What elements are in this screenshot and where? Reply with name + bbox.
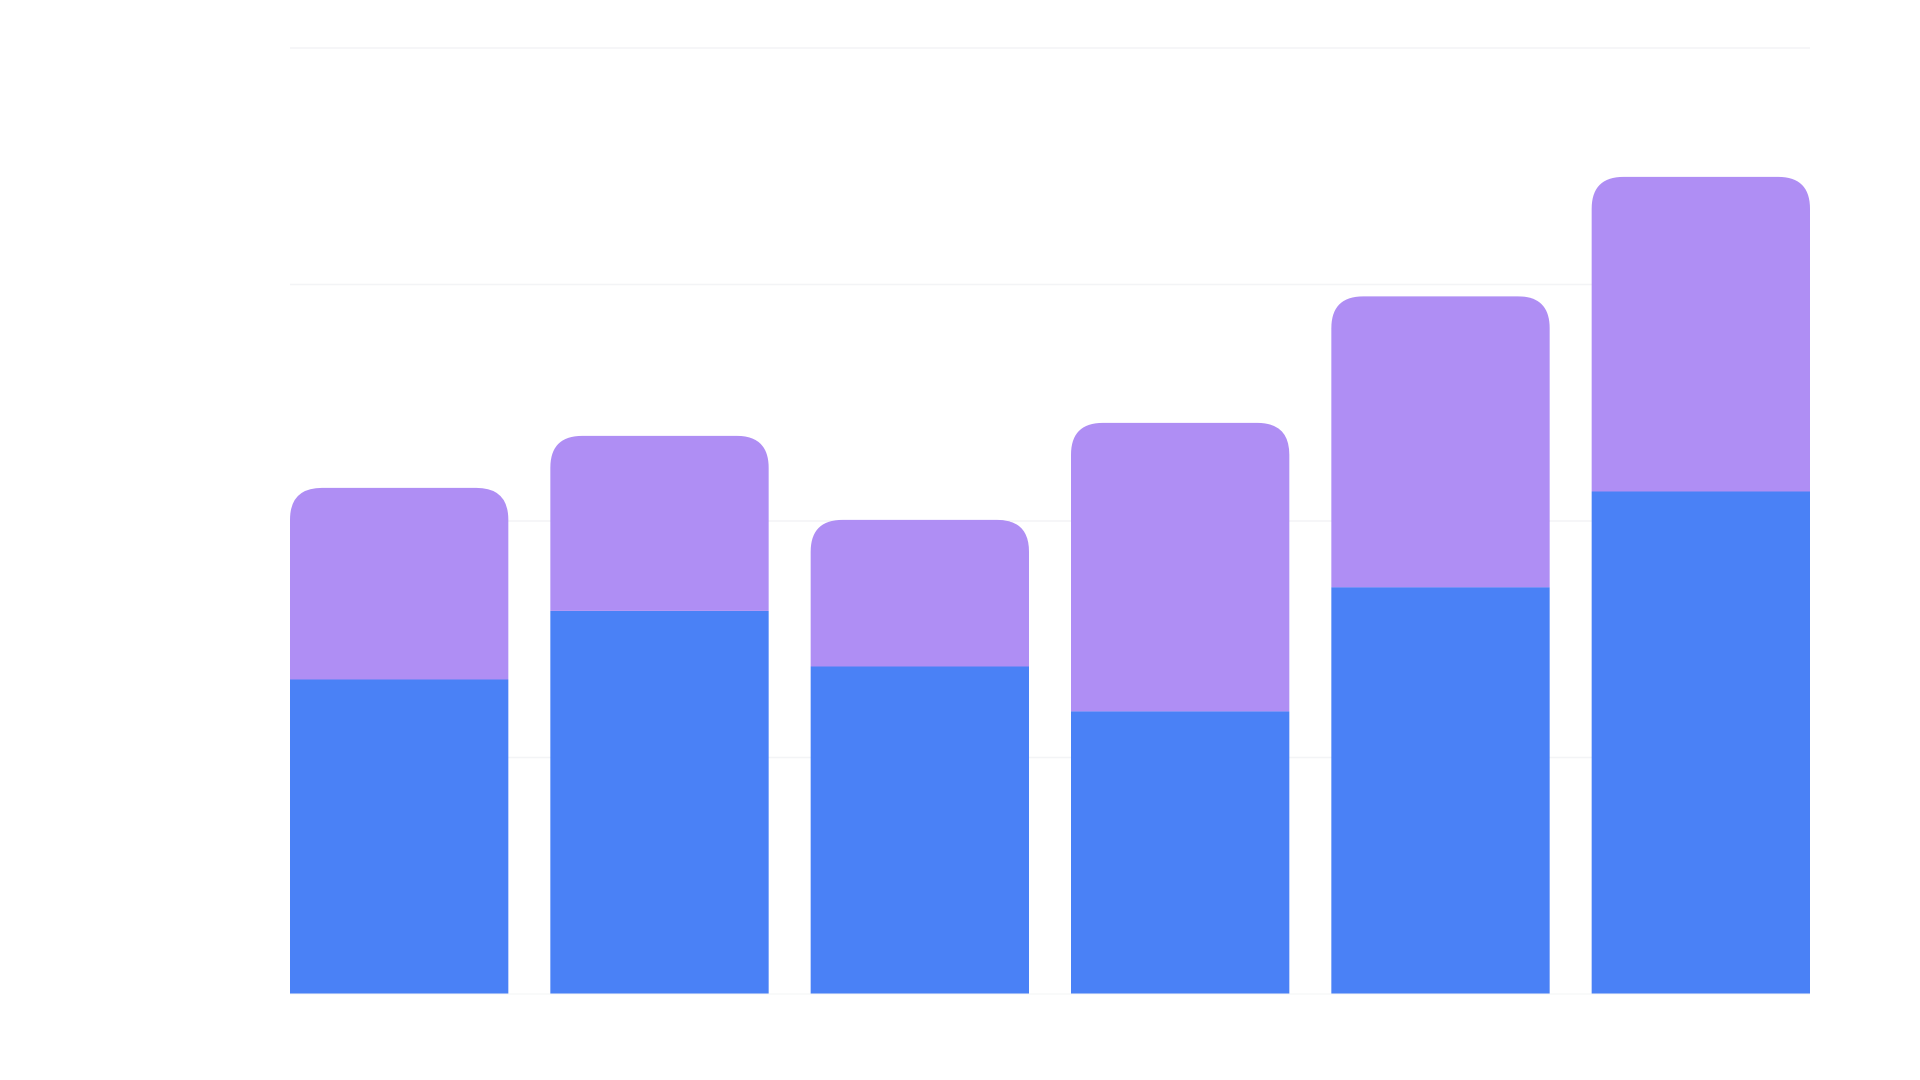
bar-segment-series-1 xyxy=(1071,711,1290,994)
bar-segment-series-2 xyxy=(1331,296,1550,588)
bar-segment-series-1 xyxy=(290,679,509,994)
bar-segment-series-2 xyxy=(550,435,769,611)
bar-segment-series-1 xyxy=(1591,491,1810,994)
bars xyxy=(290,176,1810,994)
bar-stack-3 xyxy=(810,519,1029,994)
bar-segment-series-2 xyxy=(290,487,509,680)
bar-segment-series-2 xyxy=(810,519,1029,667)
bar-stack-5 xyxy=(1331,296,1550,994)
bar-segment-series-2 xyxy=(1071,422,1290,712)
bar-stack-1 xyxy=(290,487,509,994)
gridlines xyxy=(290,47,1810,759)
bar-segment-series-1 xyxy=(1331,587,1550,994)
bar-segment-series-2 xyxy=(1591,176,1810,492)
bar-stack-6 xyxy=(1591,176,1810,994)
bar-segment-series-1 xyxy=(550,610,769,994)
bar-stack-2 xyxy=(550,435,769,994)
bar-segment-series-1 xyxy=(810,666,1029,994)
bar-stack-4 xyxy=(1071,422,1290,994)
